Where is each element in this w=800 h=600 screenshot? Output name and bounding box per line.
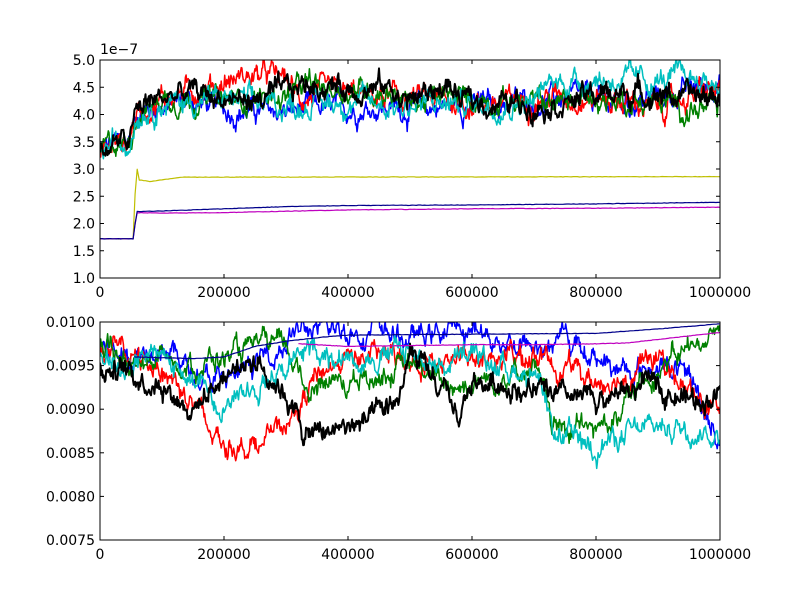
top-x-tick-label-2: 400000 xyxy=(321,285,374,301)
bottom-ticks: 0 200000 400000 600000 800000 1000000 0.0075 0.… xyxy=(46,315,751,563)
top-series-line-6 xyxy=(100,206,720,240)
bottom-series-group xyxy=(100,322,720,470)
top-ticks: 0 200000 400000 600000 800000 1000000 1.0 1.5 2.… xyxy=(73,53,751,301)
bottom-subplot: 0 200000 400000 600000 800000 1000000 0.0075 0.… xyxy=(46,315,751,563)
top-subplot: 0 200000 400000 600000 800000 1000000 1.0 1.5 2.… xyxy=(73,42,751,301)
bottom-axes-frame xyxy=(99,321,721,541)
bottom-x-tick-label-2: 400000 xyxy=(321,547,374,563)
bottom-series-line-5 xyxy=(133,323,720,360)
top-series-line-7 xyxy=(100,201,720,240)
bottom-series-line-2 xyxy=(100,325,720,445)
top-series-line-4 xyxy=(100,67,720,157)
top-y-tick-label-4: 3.0 xyxy=(73,162,95,178)
bottom-series-line-1 xyxy=(100,335,720,462)
top-y-tick-label-5: 3.5 xyxy=(73,135,95,151)
top-series-line-5 xyxy=(100,168,720,240)
top-y-tick-label-1: 1.5 xyxy=(73,244,95,260)
bottom-series-line-6 xyxy=(298,331,720,348)
top-y-tick-label-7: 4.5 xyxy=(73,80,95,96)
bottom-y-tick-label-3: 0.0090 xyxy=(46,402,95,418)
bottom-x-tick-label-1: 200000 xyxy=(197,547,250,563)
bottom-y-tick-label-4: 0.0095 xyxy=(46,359,95,375)
bottom-x-tick-label-5: 1000000 xyxy=(689,547,751,563)
top-x-tick-label-1: 200000 xyxy=(197,285,250,301)
top-x-tick-label-4: 800000 xyxy=(569,285,622,301)
top-y-tick-label-0: 1.0 xyxy=(73,271,95,287)
top-y-tick-label-3: 2.5 xyxy=(73,189,95,205)
bottom-y-tick-label-2: 0.0085 xyxy=(46,446,95,462)
top-y-tick-label-6: 4.0 xyxy=(73,108,95,124)
bottom-y-tick-label-1: 0.0080 xyxy=(46,489,95,505)
top-x-tick-label-0: 0 xyxy=(96,285,105,301)
bottom-x-tick-label-0: 0 xyxy=(96,547,105,563)
top-x-tick-label-5: 1000000 xyxy=(689,285,751,301)
bottom-y-tick-label-5: 0.0100 xyxy=(46,315,95,331)
bottom-y-tick-label-0: 0.0075 xyxy=(46,533,95,549)
top-x-tick-label-3: 600000 xyxy=(445,285,498,301)
bottom-x-tick-label-4: 800000 xyxy=(569,547,622,563)
top-offset-text: 1e−7 xyxy=(100,42,138,58)
top-y-tick-label-2: 2.0 xyxy=(73,217,95,233)
top-series-group xyxy=(100,60,720,240)
bottom-series-line-4 xyxy=(100,342,720,447)
bottom-x-tick-label-3: 600000 xyxy=(445,547,498,563)
top-y-tick-label-8: 5.0 xyxy=(73,53,95,69)
